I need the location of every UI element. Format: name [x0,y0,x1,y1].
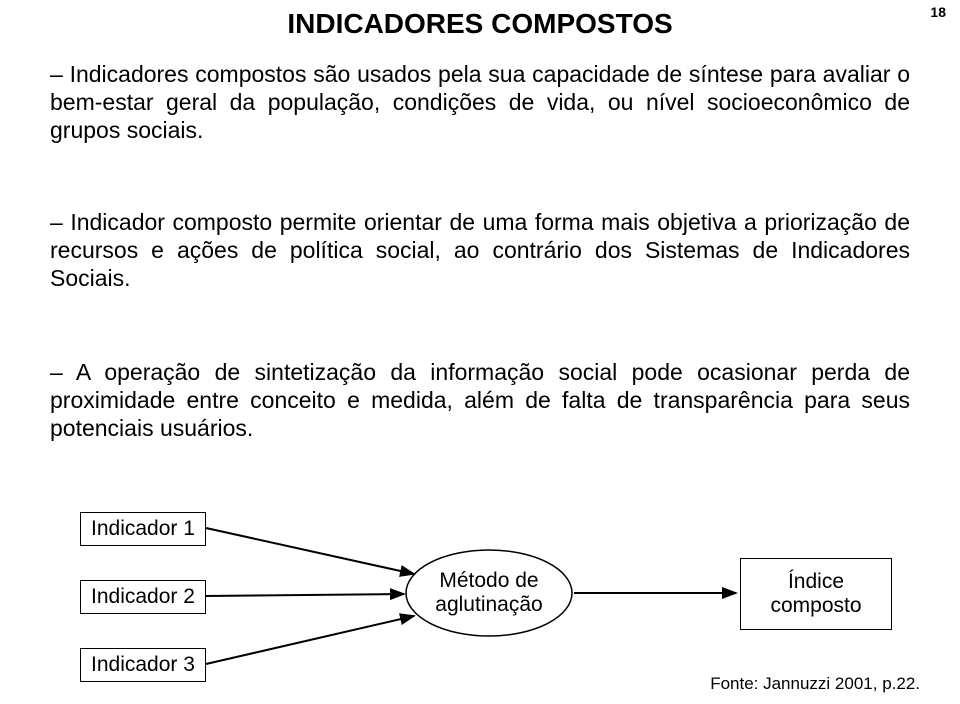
paragraph-1: – Indicadores compostos são usados pela … [50,60,910,144]
page-title: INDICADORES COMPOSTOS [0,8,960,40]
paragraph-2: – Indicador composto permite orientar de… [50,208,910,292]
indicator-2-box: Indicador 2 [80,580,206,614]
method-label: Método deaglutinação [404,548,574,638]
page: 18 INDICADORES COMPOSTOS – Indicadores c… [0,0,960,704]
indicator-1-box: Indicador 1 [80,512,206,546]
result-label: Índicecomposto [770,570,861,618]
paragraph-3: – A operação de sintetização da informaç… [50,358,910,442]
result-box: Índicecomposto [740,558,892,630]
method-ellipse: Método deaglutinação [404,548,574,638]
source-citation: Fonte: Jannuzzi 2001, p.22. [710,674,920,694]
indicator-3-box: Indicador 3 [80,648,206,682]
